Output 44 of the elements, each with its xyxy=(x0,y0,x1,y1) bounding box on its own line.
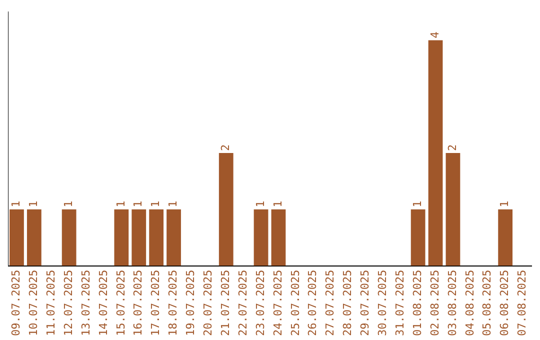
x-tick-label: 15.07.2025 xyxy=(114,270,128,336)
data-label: 1 xyxy=(114,200,128,208)
x-tick-label: 07.08.2025 xyxy=(516,270,529,336)
x-tick-label: 09.07.2025 xyxy=(10,270,23,336)
x-tick-label: 24.07.2025 xyxy=(271,270,284,336)
data-label: 1 xyxy=(271,200,284,208)
x-tick-label: 02.08.2025 xyxy=(428,270,442,336)
x-tick-label: 27.07.2025 xyxy=(324,270,337,336)
data-label: 2 xyxy=(218,144,232,151)
x-tick-label: 23.07.2025 xyxy=(254,270,267,336)
data-label: 4 xyxy=(428,31,442,38)
x-tick-label: 11.07.2025 xyxy=(44,270,58,336)
x-tick-label: 30.07.2025 xyxy=(376,270,390,336)
x-tick-label: 21.07.2025 xyxy=(218,270,232,336)
data-label: 1 xyxy=(166,200,180,208)
data-label: 2 xyxy=(446,144,459,151)
x-tick-label: 16.07.2025 xyxy=(132,270,145,336)
x-tick-label: 10.07.2025 xyxy=(27,270,40,336)
data-label: 1 xyxy=(410,200,424,208)
x-tick-label: 06.08.2025 xyxy=(498,270,512,336)
x-tick-label: 20.07.2025 xyxy=(202,270,215,336)
data-label: 1 xyxy=(254,200,267,208)
x-tick-label: 01.08.2025 xyxy=(410,270,424,336)
x-tick-label: 18.07.2025 xyxy=(166,270,180,336)
x-tick-label: 28.07.2025 xyxy=(341,270,354,336)
x-tick-label: 19.07.2025 xyxy=(184,270,198,336)
data-label: 1 xyxy=(27,200,40,208)
x-tick-label: 03.08.2025 xyxy=(446,270,459,336)
x-tick-label: 04.08.2025 xyxy=(463,270,476,336)
data-label: 1 xyxy=(62,200,75,208)
x-tick-label: 14.07.2025 xyxy=(96,270,110,336)
x-tick-label: 05.08.2025 xyxy=(480,270,494,336)
x-tick-label: 17.07.2025 xyxy=(149,270,162,336)
x-tick-label: 12.07.2025 xyxy=(62,270,75,336)
x-tick-label: 26.07.2025 xyxy=(306,270,320,336)
data-label: 1 xyxy=(498,200,512,208)
x-tick-label: 13.07.2025 xyxy=(79,270,92,336)
data-label: 1 xyxy=(149,200,162,208)
x-tick-label: 25.07.2025 xyxy=(288,270,302,336)
x-tick-label: 29.07.2025 xyxy=(358,270,372,336)
data-label: 1 xyxy=(132,200,145,208)
x-tick-label: 31.07.2025 xyxy=(393,270,406,336)
data-label: 1 xyxy=(10,200,23,208)
x-tick-label: 22.07.2025 xyxy=(236,270,250,336)
